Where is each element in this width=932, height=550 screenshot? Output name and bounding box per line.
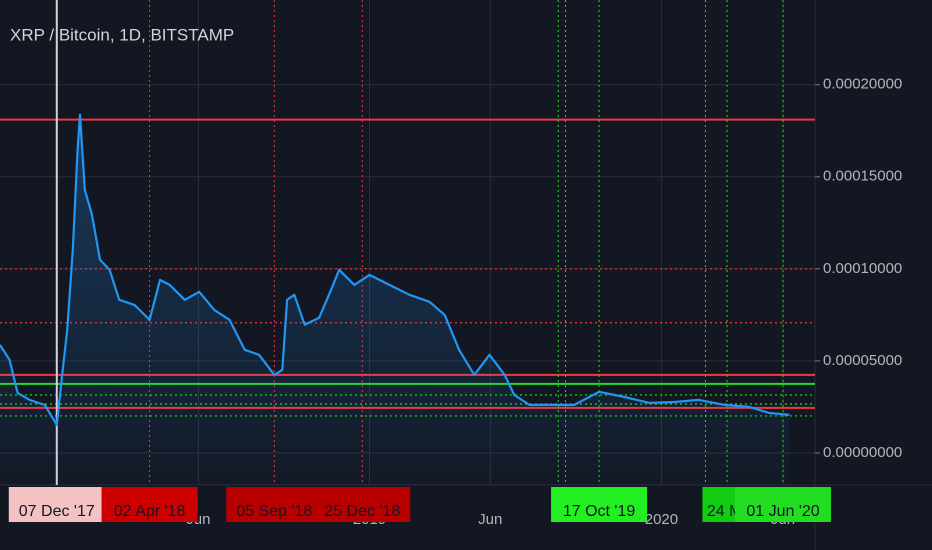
axes: 0.00000000 0.00005000 0.00010000 0.00015000… — [8, 76, 902, 528]
date-marker — [8, 487, 105, 522]
y-tick-label: 0.00015000 — [823, 168, 902, 185]
chart-title: XRP / Bitcoin, 1D, BITSTAMP — [10, 25, 234, 44]
date-marker-label: 25 Dec '18 — [324, 503, 400, 520]
price-line — [0, 113, 790, 427]
area — [0, 114, 790, 485]
date-marker-label: 01 Jun '20 — [746, 503, 819, 520]
y-tick-label: 0.00005000 — [823, 352, 902, 369]
date-marker — [735, 487, 832, 522]
date-marker-label: 02 Apr '18 — [114, 503, 186, 520]
date-marker-label: 07 Dec '17 — [19, 503, 95, 520]
date-marker — [226, 487, 323, 522]
date-marker — [551, 487, 648, 522]
y-tick-label: 0.00020000 — [823, 76, 902, 93]
date-marker — [314, 487, 411, 522]
x-tick-label: Jun — [478, 511, 502, 528]
y-tick-label: 0.00010000 — [823, 260, 902, 277]
date-marker-label: 17 Oct '19 — [563, 503, 636, 520]
x-tick-label: 2020 — [645, 511, 678, 528]
y-tick-label: 0.00000000 — [823, 444, 902, 461]
date-marker-label: 24 M — [707, 503, 743, 520]
series — [0, 113, 790, 485]
date-marker — [101, 487, 198, 522]
date-marker-label: 05 Sep '18 — [236, 503, 312, 520]
